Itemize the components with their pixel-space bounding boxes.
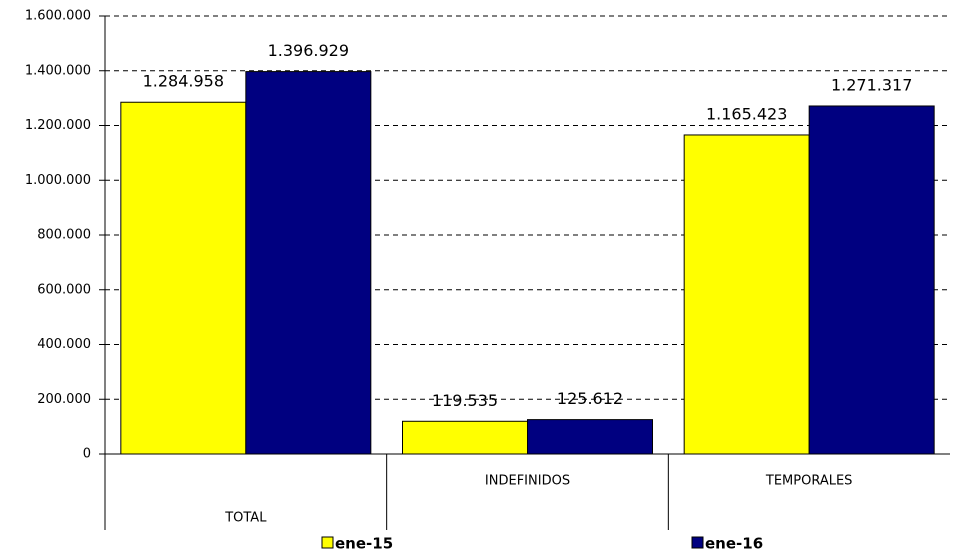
y-tick-label: 0 bbox=[83, 447, 91, 462]
bar bbox=[120, 101, 247, 455]
data-label: 119.535 bbox=[432, 391, 498, 410]
data-label: 125.612 bbox=[557, 389, 623, 408]
y-tick-label: 1.200.000 bbox=[25, 118, 91, 133]
y-tick-label: 400.000 bbox=[37, 337, 91, 352]
data-label: 1.396.929 bbox=[268, 41, 349, 60]
y-tick-label: 1.600.000 bbox=[25, 9, 91, 24]
y-tick-label: 1.400.000 bbox=[25, 63, 91, 78]
bar bbox=[808, 105, 935, 455]
bar bbox=[402, 420, 528, 455]
y-tick-label: 800.000 bbox=[37, 228, 91, 243]
y-tick-label: 1.000.000 bbox=[25, 173, 91, 188]
data-label: 1.271.317 bbox=[831, 75, 912, 94]
bar bbox=[683, 134, 810, 455]
x-tick-label: TEMPORALES bbox=[765, 474, 853, 489]
y-tick-label: 600.000 bbox=[37, 282, 91, 297]
legend-label: ene-15 bbox=[335, 535, 393, 553]
x-tick-label: INDEFINIDOS bbox=[485, 474, 570, 489]
x-tick-label: TOTAL bbox=[224, 511, 267, 526]
y-tick-label: 200.000 bbox=[37, 392, 91, 407]
data-label: 1.165.423 bbox=[706, 104, 787, 123]
bar bbox=[245, 71, 372, 455]
legend-label: ene-16 bbox=[705, 535, 763, 553]
bar bbox=[527, 419, 653, 455]
legend-swatch bbox=[321, 536, 334, 549]
data-label: 1.284.958 bbox=[143, 72, 224, 91]
legend-swatch bbox=[691, 536, 704, 549]
